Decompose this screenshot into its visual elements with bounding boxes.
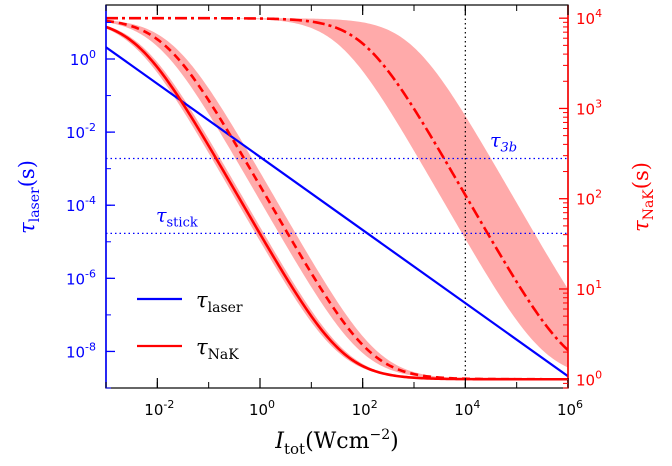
series-lines: [106, 16, 568, 381]
x-tick-label-1: 100: [249, 398, 275, 419]
right-axis-label: τNaK(s): [629, 162, 657, 232]
y-left-tick-label-2: 10-4: [66, 194, 96, 215]
y-left-tick-label-4: 10-8: [66, 340, 96, 361]
y-left-tick-label-0: 100: [70, 48, 96, 69]
x-tick-label-3: 104: [454, 398, 480, 419]
left-axis-ticks: 100 10-2 10-4 10-6 10-8: [66, 21, 115, 389]
y-right-tick-label-2: 102: [576, 188, 602, 209]
legend-laser-label: τlaser: [196, 288, 243, 316]
legend-nak-label: τNaK: [196, 335, 239, 363]
y-right-tick-label-3: 101: [576, 278, 602, 299]
x-tick-label-4: 106: [557, 398, 583, 419]
nak-curve-dashdot: [106, 16, 568, 352]
x-tick-label-0: 10-2: [144, 398, 174, 419]
right-axis-ticks: 104 103 102 101 100: [559, 7, 602, 389]
x-axis-ticks: 10-2 100 102 104 106: [105, 5, 583, 419]
y-left-tick-label-3: 10-6: [66, 267, 96, 288]
nak-curve-dashed: [106, 19, 568, 381]
tau-3b-label: τ3b: [490, 129, 517, 155]
left-axis-label: τlaser(s): [15, 160, 43, 234]
y-right-tick-label-0: 104: [576, 7, 602, 28]
nak-band-1: [106, 20, 568, 380]
x-axis-label: Itot(Wcm−2): [274, 427, 398, 458]
tau-stick-label: τstick: [156, 204, 198, 230]
y-left-tick-label-1: 10-2: [66, 121, 96, 142]
nak-band-2: [106, 18, 568, 368]
legend: τlaser τNaK: [137, 288, 243, 363]
x-tick-label-2: 102: [352, 398, 378, 419]
y-right-tick-label-1: 103: [576, 97, 602, 118]
reference-lines: [106, 5, 568, 388]
y-right-tick-label-4: 100: [576, 368, 602, 389]
